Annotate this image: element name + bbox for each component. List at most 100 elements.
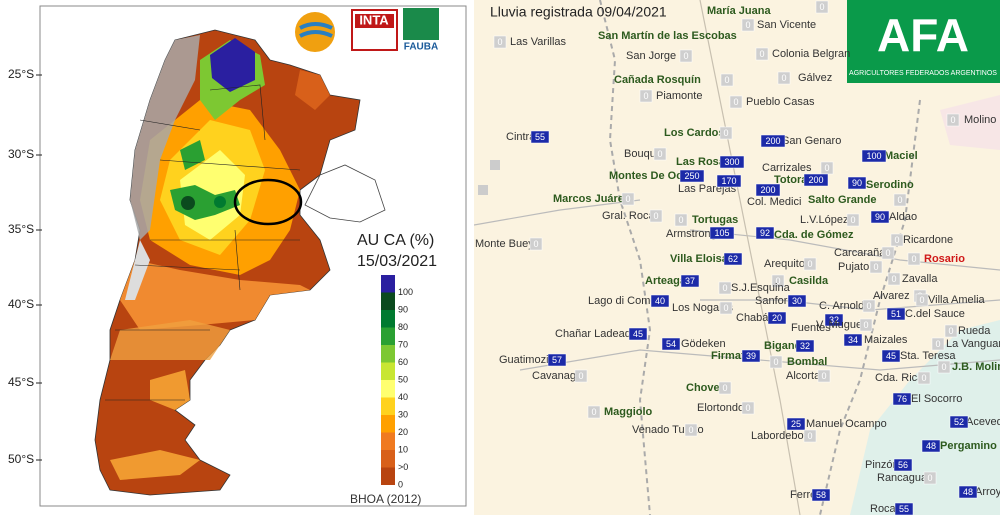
rain-value: 76 xyxy=(897,394,907,404)
rain-value: 0 xyxy=(821,371,826,381)
town-name: Zavalla xyxy=(902,273,938,285)
town-name: Villa Eloisa xyxy=(670,253,729,265)
rain-box xyxy=(803,257,817,271)
town-name: Maizales xyxy=(864,334,908,346)
rain-box xyxy=(843,333,863,347)
town-name: Gödeken xyxy=(681,338,726,350)
rain-box xyxy=(719,126,733,140)
rain-box xyxy=(530,130,550,144)
rain-box xyxy=(741,18,755,32)
rain-box xyxy=(767,311,787,325)
rain-box xyxy=(881,349,901,363)
town-name: Sanford xyxy=(755,295,794,307)
logo-fauba: FAUBA xyxy=(404,42,438,53)
town-name: Cañada Rosquín xyxy=(614,74,701,86)
rain-value: 0 xyxy=(948,326,953,336)
rain-box xyxy=(861,149,887,163)
town-name: Rueda xyxy=(958,325,991,337)
town-name: Ferré xyxy=(790,489,816,501)
rain-box xyxy=(709,226,735,240)
rain-value: 55 xyxy=(899,504,909,514)
rain-box xyxy=(760,134,786,148)
rain-value: 20 xyxy=(772,313,782,323)
legend-label: 30 xyxy=(398,409,408,419)
rain-value: 0 xyxy=(873,262,878,272)
rain-value: 52 xyxy=(954,417,964,427)
rain-box xyxy=(723,252,743,266)
rain-box xyxy=(907,252,921,266)
legend-swatch xyxy=(381,345,395,363)
legend-swatch xyxy=(381,380,395,398)
divider xyxy=(470,0,474,515)
rain-value: 0 xyxy=(653,211,658,221)
afa-logo: AFA AGRICULTORES FEDERADOS ARGENTINOS xyxy=(847,0,1000,83)
rain-value: 0 xyxy=(885,248,890,258)
rain-box xyxy=(649,209,663,223)
rain-value: 62 xyxy=(728,254,738,264)
rain-value: 51 xyxy=(891,309,901,319)
rain-box xyxy=(949,415,969,429)
rain-box xyxy=(529,237,543,251)
rain-value: 0 xyxy=(866,301,871,311)
legend-swatch xyxy=(381,467,395,485)
rain-box xyxy=(937,360,951,374)
town-name: Villa Amelia xyxy=(928,294,986,306)
town-name: Las Rosas xyxy=(676,156,731,168)
legend-label: 50 xyxy=(398,374,408,384)
latitude-label: 40°S xyxy=(8,297,34,311)
source: BHOA (2012) xyxy=(350,492,421,506)
rain-value: 0 xyxy=(745,403,750,413)
rain-value: 0 xyxy=(591,407,596,417)
town-name: Chañar Ladeado xyxy=(555,328,637,340)
town-name: Maciel xyxy=(884,150,918,162)
rain-box xyxy=(894,502,914,515)
rain-box xyxy=(679,169,705,183)
legend-label: 40 xyxy=(398,392,408,402)
rain-value: 0 xyxy=(850,215,855,225)
rain-box xyxy=(718,281,732,295)
town-name: Pujato xyxy=(838,261,869,273)
legend-date: 15/03/2021 xyxy=(357,253,437,270)
afa-logo-text: AFA xyxy=(877,9,969,61)
rain-box xyxy=(755,183,781,197)
rain-box xyxy=(817,369,831,383)
rain-value: 100 xyxy=(866,151,881,161)
rain-box xyxy=(650,294,670,308)
town-name: Carrizales xyxy=(762,162,812,174)
rain-value: 0 xyxy=(724,75,729,85)
rain-box xyxy=(547,353,567,367)
rain-value: 39 xyxy=(746,351,756,361)
rain-value: 56 xyxy=(898,460,908,470)
rain-value: 0 xyxy=(927,473,932,483)
legend-label: >0 xyxy=(398,462,408,472)
town-name: San Genaro xyxy=(782,135,841,147)
rain-value: 55 xyxy=(535,132,545,142)
rain-box xyxy=(720,73,734,87)
town-name: La Vanguardia xyxy=(946,338,1000,350)
rain-value: 0 xyxy=(897,195,902,205)
rain-box xyxy=(755,226,775,240)
rain-box xyxy=(923,471,937,485)
legend-label: 100 xyxy=(398,287,413,297)
rain-box xyxy=(786,417,806,431)
town-name: Alcorta xyxy=(786,370,821,382)
rain-box xyxy=(931,337,945,351)
rain-value: 105 xyxy=(714,228,729,238)
rain-value: 200 xyxy=(765,136,780,146)
legend-label: 20 xyxy=(398,427,408,437)
town-name: Guatimozin xyxy=(499,354,555,366)
rain-box xyxy=(893,458,913,472)
rain-value: 0 xyxy=(678,215,683,225)
town-name: Labordeboy xyxy=(751,430,810,442)
town-name: Totoras xyxy=(774,174,814,186)
rain-value: 54 xyxy=(666,339,676,349)
rain-box xyxy=(729,95,743,109)
logo-inta: INTA xyxy=(359,12,389,27)
town-name: Roca xyxy=(870,503,897,515)
rain-value: 90 xyxy=(875,212,885,222)
rain-box xyxy=(958,485,978,499)
rain-box xyxy=(719,301,733,315)
town-name: Chabás xyxy=(736,312,774,324)
legend-title: AU CA (%) xyxy=(357,232,434,249)
rain-value: 0 xyxy=(533,239,538,249)
